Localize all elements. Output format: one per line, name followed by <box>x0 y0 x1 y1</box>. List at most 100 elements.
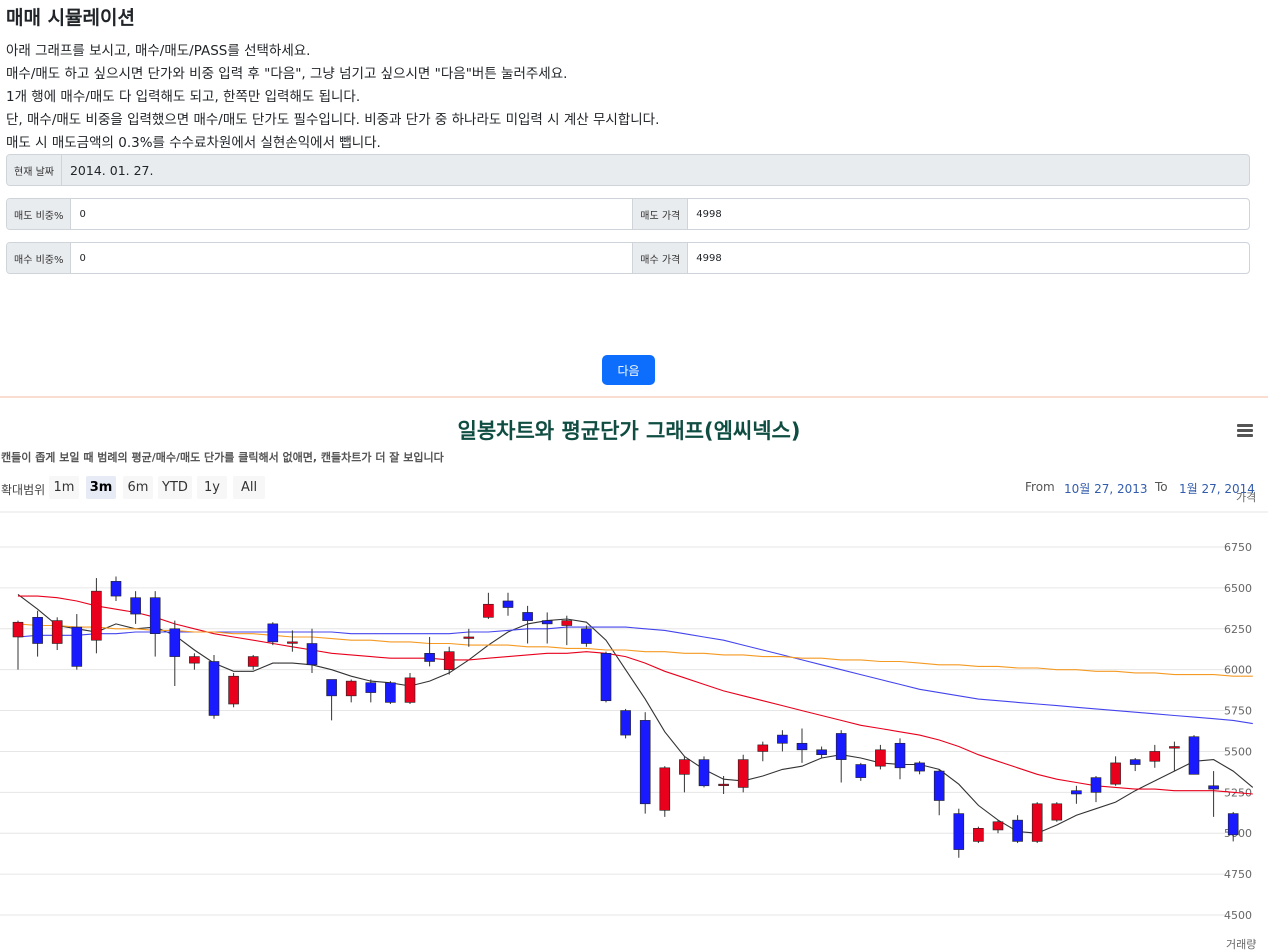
candle-body <box>698 759 710 787</box>
candle-body <box>228 675 239 705</box>
range-button-1m[interactable]: 1m <box>49 476 79 499</box>
candle-body <box>1110 762 1121 785</box>
range-button-6m[interactable]: 6m <box>123 476 153 499</box>
candle-body <box>326 679 337 697</box>
price-axis-label: 가격 <box>1236 491 1257 504</box>
candle-body <box>855 764 867 778</box>
candle-body <box>306 643 318 666</box>
candle-body <box>796 742 808 751</box>
sell-price-label: 매도 가격 <box>632 199 689 229</box>
candle-body <box>1169 746 1180 749</box>
date-row: 현재 날짜 2014. 01. 27. <box>6 154 1250 186</box>
y-tick-label: 4500 <box>1224 909 1252 922</box>
candle-body <box>973 828 984 842</box>
from-label: From <box>1025 480 1055 494</box>
moving-average-line-ma120 <box>17 623 1253 677</box>
range-button-all[interactable]: All <box>233 476 265 499</box>
y-tick-label: 5750 <box>1224 705 1252 718</box>
hamburger-menu-icon[interactable] <box>1237 424 1253 438</box>
candle-body <box>345 680 357 697</box>
page-title: 매매 시뮬레이션 <box>6 7 135 29</box>
candle-body <box>835 733 847 760</box>
range-button-3m[interactable]: 3m <box>86 476 116 499</box>
buy-row: 매수 비중% 매수 가격 <box>6 242 1250 274</box>
candle-body <box>894 742 906 769</box>
moving-average-line-ma20 <box>18 595 1253 795</box>
candle-body <box>443 651 455 670</box>
candle-body <box>130 597 141 615</box>
candle-body <box>1208 785 1219 790</box>
buy-ratio-input[interactable] <box>71 243 633 273</box>
candle-body <box>737 759 749 788</box>
instruction-line-1: 아래 그래프를 보시고, 매수/매도/PASS를 선택하세요. <box>6 43 311 59</box>
y-tick-label: 5500 <box>1224 745 1252 758</box>
to-date-input[interactable]: 1월 27, 2014 <box>1179 482 1255 496</box>
candle-body <box>1031 803 1043 842</box>
range-button-ytd[interactable]: YTD <box>158 476 192 499</box>
candle-body <box>620 710 631 736</box>
instruction-line-4: 단, 매수/매도 비중을 입력했으면 매수/매도 단가도 필수입니다. 비중과 … <box>6 112 660 128</box>
candle-body <box>600 653 612 702</box>
instruction-line-2: 매수/매도 하고 싶으시면 단가와 비중 입력 후 "다음", 그냥 넘기고 싶… <box>6 66 568 82</box>
candle-body <box>267 623 279 643</box>
from-date-input[interactable]: 10월 27, 2013 <box>1064 482 1148 496</box>
y-tick-label: 6750 <box>1224 541 1252 554</box>
y-tick-label: 6000 <box>1224 664 1252 677</box>
candle-body <box>875 749 886 767</box>
candle-body <box>933 770 945 801</box>
candle-body <box>1149 751 1161 762</box>
candle-body <box>1129 759 1141 765</box>
buy-ratio-label: 매수 비중% <box>7 243 72 273</box>
candle-body <box>914 762 925 772</box>
moving-average-line-ma5 <box>17 593 1254 834</box>
candle-body <box>679 759 690 775</box>
candle-body <box>12 621 24 638</box>
candle-body <box>1227 813 1239 836</box>
candle-body <box>1188 736 1200 775</box>
candle-body <box>51 620 63 644</box>
candlestick-chart: 4500475050005250550057506000625065006750 <box>0 511 1268 922</box>
sell-price-input[interactable] <box>688 199 1249 229</box>
candle-body <box>816 749 827 756</box>
y-tick-label: 4750 <box>1224 868 1252 881</box>
candle-body <box>365 682 377 693</box>
sell-ratio-input[interactable] <box>71 199 633 229</box>
date-label: 현재 날짜 <box>7 155 62 185</box>
candle-body <box>32 617 43 644</box>
range-selector-label: 확대범위 <box>1 483 46 497</box>
candle-body <box>483 603 494 618</box>
candle-body <box>561 620 573 626</box>
candle-body <box>189 656 200 664</box>
candle-body <box>953 813 965 850</box>
candle-body <box>757 744 769 752</box>
candle-body <box>110 581 122 597</box>
chart-subtitle: 캔들이 좁게 보일 때 범례의 평균/매수/매도 단가를 클릭해서 없애면, 캔… <box>1 451 444 464</box>
sell-ratio-label: 매도 비중% <box>7 199 72 229</box>
section-divider <box>0 396 1268 398</box>
candle-body <box>424 653 435 662</box>
candle-body <box>1012 819 1023 842</box>
buy-price-input[interactable] <box>688 243 1249 273</box>
candle-body <box>463 636 475 639</box>
candle-body <box>522 612 533 621</box>
candle-body <box>992 821 1004 831</box>
chart-title: 일봉차트와 평균단가 그래프(엠씨넥스) <box>457 419 801 443</box>
buy-price-label: 매수 가격 <box>632 243 689 273</box>
candle-body <box>541 620 553 625</box>
instruction-line-5: 매도 시 매도금액의 0.3%를 수수료차원에서 실현손익에서 뺍니다. <box>6 135 381 151</box>
candle-body <box>1051 803 1063 821</box>
to-label: To <box>1155 480 1168 494</box>
sell-row: 매도 비중% 매도 가격 <box>6 198 1250 230</box>
candle-body <box>639 720 651 805</box>
candle-body <box>385 682 396 703</box>
candle-body <box>247 656 259 667</box>
candle-body <box>287 641 298 644</box>
candle-body <box>777 734 788 744</box>
candle-body <box>1071 790 1082 795</box>
next-button[interactable]: 다음 <box>602 355 655 385</box>
y-tick-label: 6250 <box>1224 623 1252 636</box>
candle-body <box>71 626 83 667</box>
range-button-1y[interactable]: 1y <box>197 476 227 499</box>
candle-body <box>169 628 181 657</box>
candle-body <box>502 600 514 608</box>
